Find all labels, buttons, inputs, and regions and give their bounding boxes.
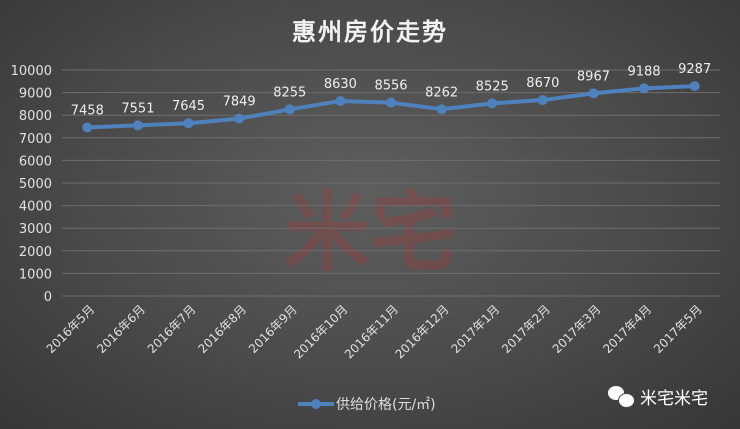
data-point xyxy=(183,118,194,129)
data-label: 8630 xyxy=(324,77,357,92)
data-label: 8525 xyxy=(476,79,509,94)
data-label: 7849 xyxy=(223,95,256,110)
x-tick-label: 2017年4月 xyxy=(600,302,654,356)
x-tick-label: 2017年3月 xyxy=(550,302,604,356)
data-point xyxy=(436,104,447,115)
data-point xyxy=(639,83,650,94)
legend-label: 供给价格(元/㎡) xyxy=(336,397,436,413)
data-point xyxy=(386,97,396,108)
watermark: 米宅 xyxy=(284,183,456,283)
data-point xyxy=(689,81,700,92)
data-point xyxy=(335,95,346,106)
data-label: 7551 xyxy=(121,101,154,116)
chart-title: 惠州房价走势 xyxy=(292,17,448,46)
y-tick-label: 0 xyxy=(44,290,52,305)
data-label: 8670 xyxy=(526,76,559,91)
data-label: 7645 xyxy=(172,99,205,114)
wechat-icon xyxy=(608,385,635,408)
data-label: 7458 xyxy=(71,103,104,118)
y-tick-label: 10000 xyxy=(11,64,52,79)
x-tick-label: 2016年9月 xyxy=(246,302,300,356)
y-tick-label: 7000 xyxy=(19,132,52,147)
y-tick-label: 6000 xyxy=(19,154,52,169)
brand: 米宅米宅 xyxy=(608,384,708,409)
x-tick-label: 2017年2月 xyxy=(499,302,553,356)
y-tick-label: 5000 xyxy=(19,177,52,192)
x-tick-label: 2016年6月 xyxy=(94,302,148,356)
y-tick-label: 3000 xyxy=(19,222,52,237)
data-point xyxy=(82,122,93,133)
data-point xyxy=(132,120,143,131)
x-tick-label: 2016年7月 xyxy=(145,302,199,356)
data-label: 9287 xyxy=(678,62,711,77)
data-label: 8262 xyxy=(425,85,458,100)
x-tick-label: 2016年5月 xyxy=(44,302,98,356)
y-tick-label: 2000 xyxy=(19,245,52,260)
data-label: 8967 xyxy=(577,69,610,84)
data-point xyxy=(284,104,295,115)
y-tick-label: 9000 xyxy=(19,87,52,102)
data-point xyxy=(537,95,548,106)
x-tick-label: 2016年8月 xyxy=(195,302,249,356)
y-tick-label: 4000 xyxy=(19,200,52,215)
y-tick-label: 1000 xyxy=(19,267,52,282)
data-label: 8556 xyxy=(374,79,407,94)
legend-marker-icon xyxy=(298,399,334,409)
data-label: 8255 xyxy=(273,85,306,100)
data-point xyxy=(234,113,245,124)
data-point xyxy=(487,98,498,109)
x-tick-label: 2017年5月 xyxy=(651,302,705,356)
legend: 供给价格(元/㎡) xyxy=(296,394,436,414)
data-point xyxy=(588,88,599,99)
y-tick-label: 8000 xyxy=(19,109,52,124)
x-tick-label: 2016年12月 xyxy=(392,302,451,361)
brand-label: 米宅米宅 xyxy=(640,389,708,409)
data-label: 9188 xyxy=(628,64,661,79)
x-tick-label: 2017年1月 xyxy=(448,302,502,356)
